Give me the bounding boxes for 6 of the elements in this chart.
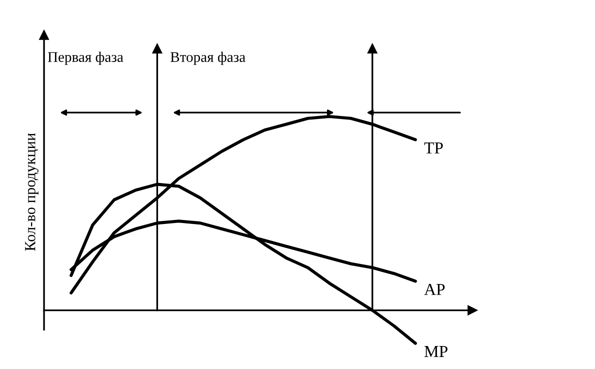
text: Вторая фаза xyxy=(170,52,246,65)
series-label: TP xyxy=(424,142,443,154)
y-axis-title: Кол-во продукции xyxy=(25,133,38,251)
series-label: MP xyxy=(424,346,448,357)
series-label: AP xyxy=(424,284,445,295)
text: Первая фаза xyxy=(48,52,124,65)
